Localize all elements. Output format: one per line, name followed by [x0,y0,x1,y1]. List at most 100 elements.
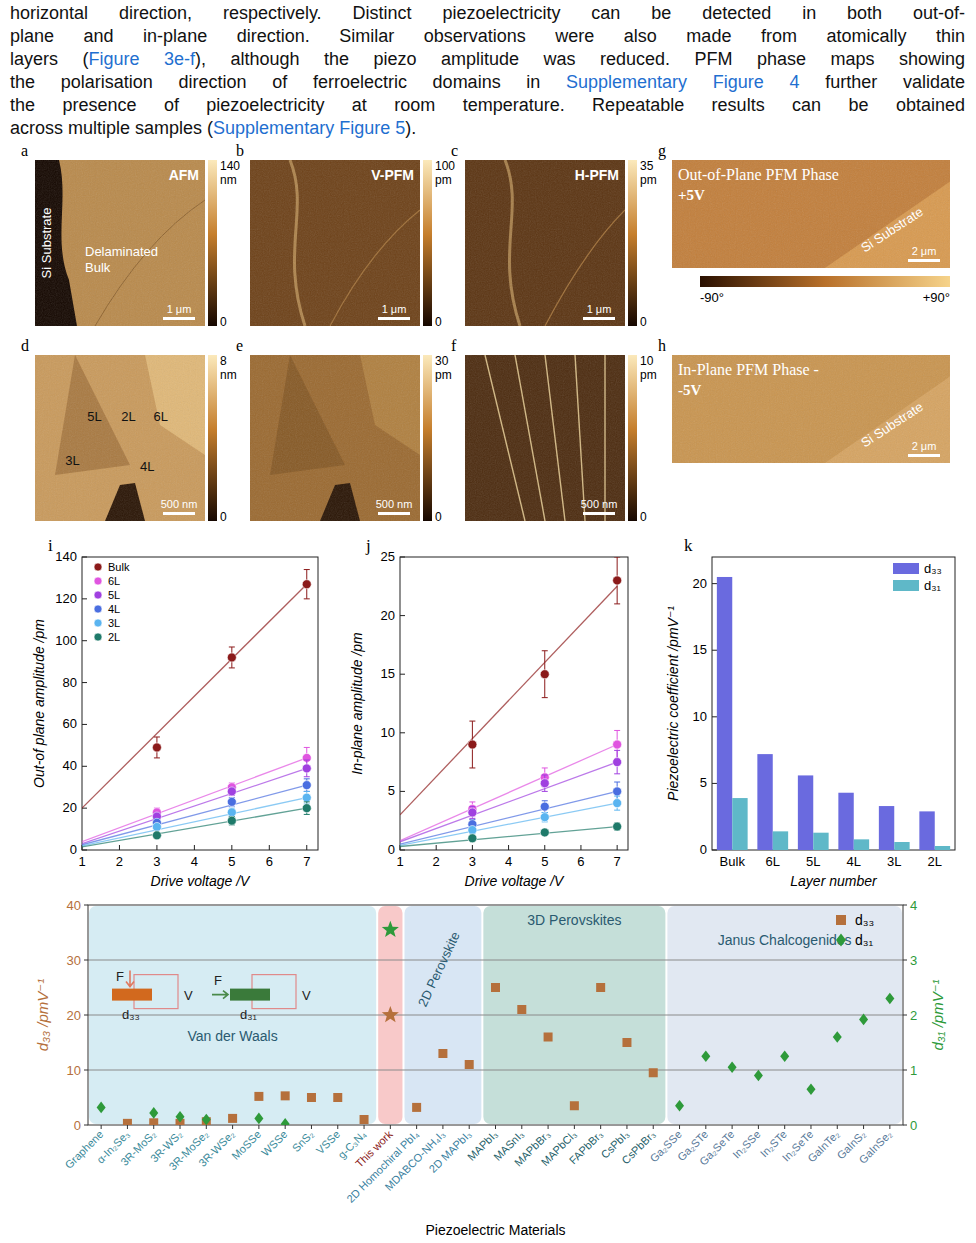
tick [732,1125,733,1129]
legend-label: d₃₁ [855,932,873,948]
image-label: 6L [154,409,168,424]
fit-line [400,827,617,847]
tick [364,1125,365,1129]
tick-label: 30 [67,953,81,968]
schematic-label: V [184,988,193,1003]
legend-marker [94,605,102,613]
plot-frame [712,557,955,850]
image-ground [672,160,950,268]
marker [307,1093,316,1102]
tick-label: 6L [766,854,780,869]
marker [228,1114,237,1123]
tick-label: 0 [74,1118,81,1133]
tick-label: 20 [67,1008,81,1023]
marker [613,576,622,585]
link[interactable]: Supplementary Figure 5 [213,118,405,138]
bar [773,831,788,850]
marker [613,740,622,749]
tick [82,766,87,767]
axis-title: Piezoelectric coefficient /pmV⁻¹ [665,606,681,801]
tick [84,1015,88,1016]
image-label: 5L [87,409,101,424]
text-run: the polarisation direction of ferroelect… [10,72,566,92]
image-noise [465,160,625,326]
axis-title: Out-of plane amplitude /pm [31,619,47,788]
marker [202,1114,211,1125]
tick-label: 0 [388,842,395,857]
bar [919,811,934,850]
text-line: layers (Figure 3e-f), although the piezo… [10,48,965,71]
image-ground [250,160,420,326]
tick [712,850,717,851]
tick-label: 3 [910,953,917,968]
image-panel: b100pm0V-PFM1 μm [236,142,455,329]
image-panel: a140nm0AFMSi SubstrateDelaminatedBulk1 μ… [21,142,240,329]
tick-label: GaInSe₂ [856,1128,894,1166]
legend-label: 4L [108,603,120,615]
marker [382,1006,399,1022]
fit-line [82,798,307,846]
marker [227,808,236,817]
legend-marker [94,577,102,585]
colorbar [628,160,637,326]
legend-label: 5L [108,589,120,601]
text-run: ). [405,118,416,138]
colorbar [423,355,432,521]
tick-label: 40 [63,758,77,773]
tick [82,682,87,683]
colorbar-label: 0 [220,315,227,329]
panel-letter: f [451,337,457,354]
image-label: DelaminatedBulk [85,244,158,275]
image-panel: d8nm05L2L6L3L4L500 nm [21,337,237,524]
tick [548,1125,549,1129]
image-title: V-PFM [371,167,414,183]
tick [472,845,473,850]
tick [712,650,717,651]
tick-label: GaInTe₂ [805,1128,842,1165]
fit-line [82,808,307,847]
tick-label: 15 [381,666,395,681]
axis-title: In-plane amplitude /pm [349,632,365,775]
tick-label: 4 [910,898,917,913]
marker [302,781,311,790]
link[interactable]: Supplementary Figure 4 [566,72,799,92]
tick [508,845,509,850]
tick [306,845,307,850]
tick-label: 15 [693,642,707,657]
tick-label: Graphene [62,1128,105,1171]
marker [885,993,894,1005]
colorbar-unit: nm [220,368,237,382]
marker [596,983,605,992]
marker [544,1033,553,1042]
legend-marker [836,915,846,925]
text-run: layers ( [10,49,88,69]
tick-label: 120 [55,591,77,606]
tick [903,1015,907,1016]
tick [863,1125,864,1129]
tick-label: 7 [303,854,310,869]
group-label: Van der Waals [187,1028,277,1044]
tick [82,850,87,851]
chart: 12345670510152025Drive voltage /VIn-plan… [349,536,628,889]
tick [705,1125,706,1129]
image [672,160,950,268]
link[interactable]: Figure 3e-f [88,49,195,69]
chart: 1234567020406080100120140Drive voltage /… [31,536,318,889]
tick-label: 4 [191,854,198,869]
image [672,355,950,463]
tick-label: 100 [55,633,77,648]
tick-label: 5L [806,854,820,869]
tick [206,1125,207,1129]
colorbar-label: 35 [640,159,654,173]
tick [416,1125,417,1129]
scale-bar-label: 1 μm [382,303,407,315]
tick [903,960,907,961]
legend-marker [94,633,102,641]
panel-letter: j [365,536,371,555]
tick-label: 2 [910,1008,917,1023]
bar [732,798,747,850]
schematic: VFd₃₁ [212,973,311,1022]
tick [600,1125,601,1129]
image-subtitle: +5V [678,187,705,203]
tick-label: 1 [396,854,403,869]
